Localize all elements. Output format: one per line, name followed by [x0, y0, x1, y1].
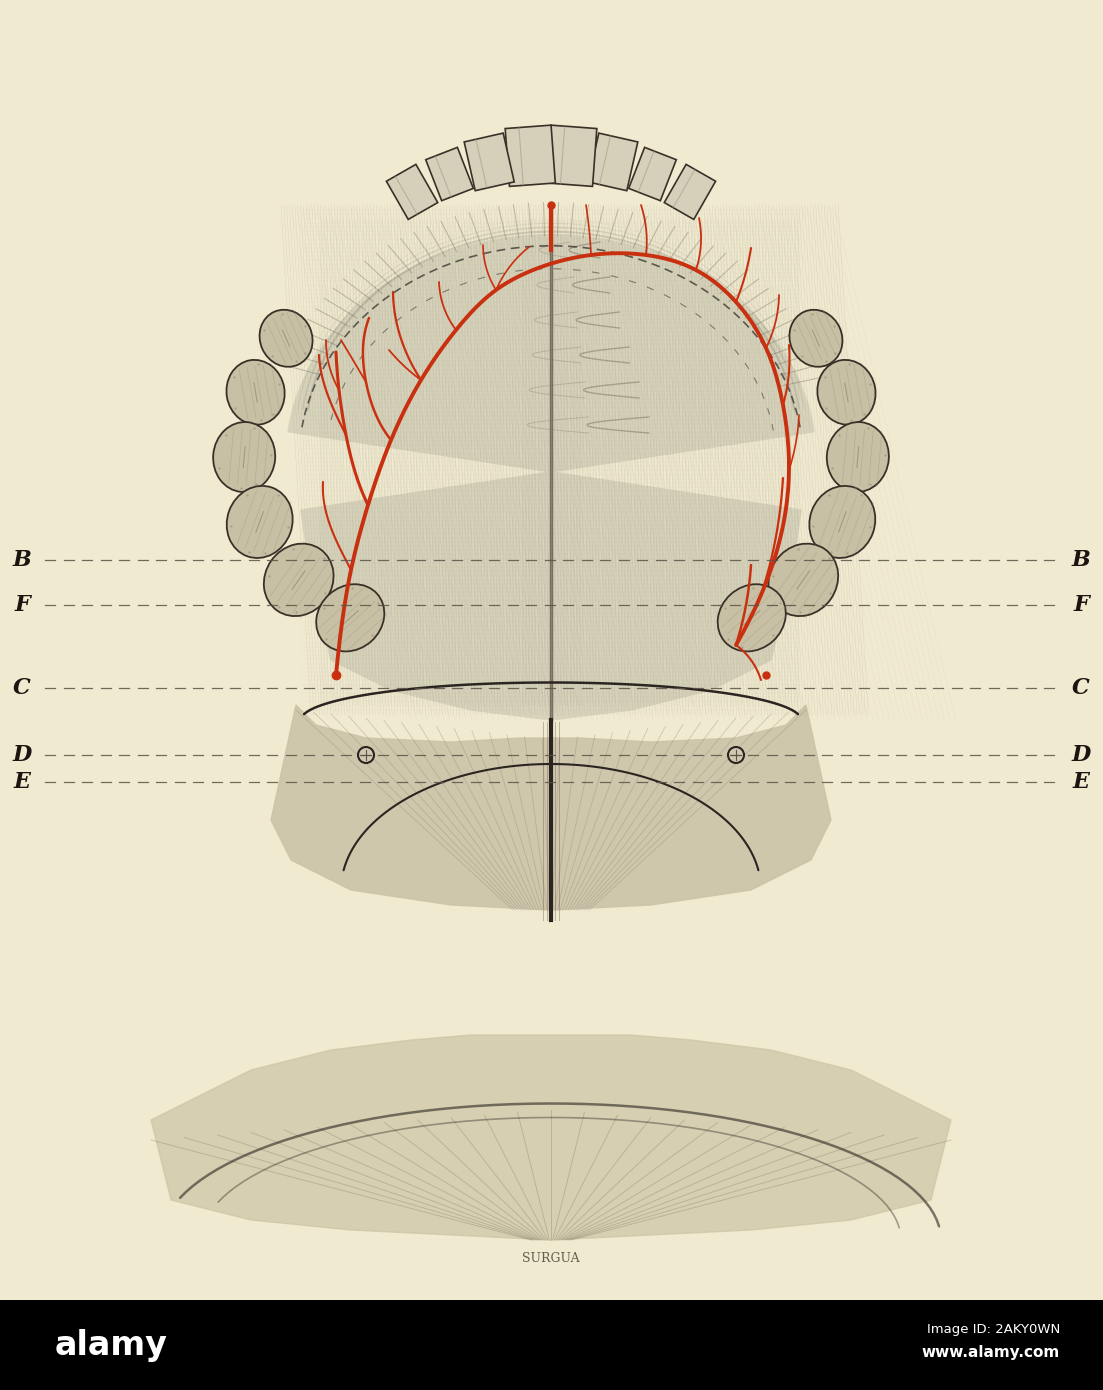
Ellipse shape	[817, 360, 876, 425]
Text: D: D	[12, 744, 32, 766]
Text: E: E	[1072, 771, 1090, 794]
Circle shape	[728, 746, 745, 763]
Ellipse shape	[810, 486, 876, 557]
Bar	[0, 1300, 1103, 1390]
Text: B: B	[12, 549, 31, 571]
Text: D: D	[1071, 744, 1091, 766]
Ellipse shape	[264, 543, 333, 616]
Ellipse shape	[259, 310, 312, 367]
Text: E: E	[13, 771, 31, 794]
Polygon shape	[288, 235, 814, 720]
Text: Image ID: 2AKY0WN: Image ID: 2AKY0WN	[927, 1323, 1060, 1337]
Polygon shape	[386, 164, 438, 220]
Polygon shape	[464, 133, 514, 190]
Text: www.alamy.com: www.alamy.com	[922, 1344, 1060, 1359]
Ellipse shape	[718, 584, 785, 652]
Text: F: F	[1073, 594, 1089, 616]
Ellipse shape	[227, 486, 292, 557]
Text: SURGUA: SURGUA	[522, 1251, 580, 1265]
Ellipse shape	[317, 584, 384, 652]
Polygon shape	[629, 147, 676, 200]
Polygon shape	[588, 133, 638, 190]
Polygon shape	[271, 705, 831, 910]
Ellipse shape	[827, 423, 889, 492]
Polygon shape	[547, 125, 597, 186]
Ellipse shape	[226, 360, 285, 425]
Polygon shape	[151, 1036, 951, 1240]
Text: B: B	[1072, 549, 1091, 571]
Text: C: C	[13, 677, 31, 699]
Polygon shape	[664, 164, 716, 220]
Ellipse shape	[790, 310, 843, 367]
Text: F: F	[14, 594, 30, 616]
Text: C: C	[1072, 677, 1090, 699]
Polygon shape	[426, 147, 473, 200]
Polygon shape	[505, 125, 555, 186]
Ellipse shape	[769, 543, 838, 616]
Circle shape	[358, 746, 374, 763]
Text: alamy: alamy	[55, 1329, 168, 1361]
Ellipse shape	[213, 423, 276, 492]
